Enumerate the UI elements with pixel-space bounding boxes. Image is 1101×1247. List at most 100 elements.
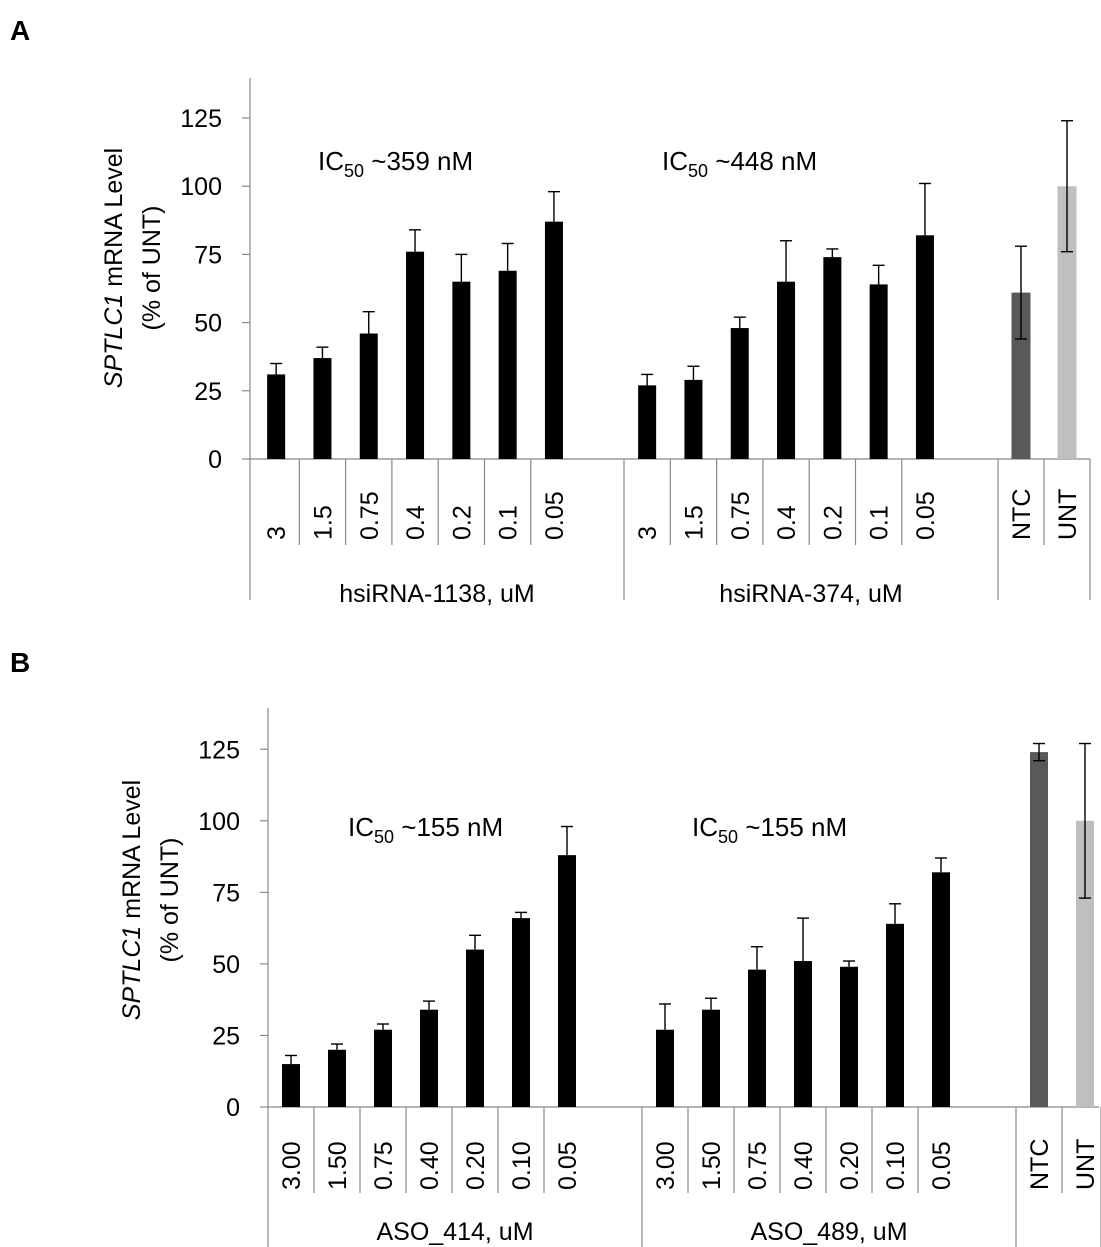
ic50-main: IC [692, 812, 718, 842]
category-label: 0.40 [416, 1141, 444, 1190]
category-label: 0.2 [448, 505, 476, 540]
category-label: 0.75 [356, 491, 384, 540]
category-label: 0.20 [462, 1141, 490, 1190]
ic50-value: ~448 nM [708, 146, 817, 176]
bar [359, 333, 378, 459]
bar [886, 923, 904, 1107]
group-label: ASO_414, uM [376, 1218, 533, 1246]
ic50-annotation: IC50 ~155 nM [692, 812, 847, 847]
bar [1030, 752, 1048, 1107]
bar [374, 1029, 392, 1107]
bar [638, 385, 657, 459]
bar [466, 949, 484, 1107]
group-label: hsiRNA-1138, uM [339, 580, 534, 608]
category-label: 1.50 [698, 1141, 726, 1190]
category-label: 0.75 [727, 491, 755, 540]
bar [915, 235, 934, 459]
category-label: 1.5 [680, 505, 708, 540]
bar [498, 270, 517, 459]
y-axis-label-italic: SPTLC1 [100, 294, 128, 388]
ic50-subscript: 50 [688, 161, 708, 181]
ic50-annotation: IC50 ~155 nM [348, 812, 503, 847]
bar [840, 966, 858, 1107]
y-axis-label: SPTLC1 mRNA Level [100, 148, 128, 388]
y-tick-label: 100 [180, 173, 222, 201]
ic50-annotation: IC50 ~448 nM [662, 146, 817, 181]
bar [512, 918, 530, 1107]
y-axis-label-rest: mRNA Level [118, 780, 146, 926]
bar [1057, 186, 1077, 459]
y-tick-label: 0 [226, 1094, 240, 1122]
y-tick-label: 100 [198, 808, 240, 836]
category-label: 1.50 [324, 1141, 352, 1190]
chart-panel-a: A 0 25 50 75 100 125 SPTLC1 mRNA Level (% of UNT… [10, 15, 1091, 608]
y-tick-label: 50 [212, 951, 240, 979]
category-label: NTC [1026, 1139, 1054, 1190]
bar [684, 379, 703, 459]
category-label: 0.1 [866, 505, 894, 540]
y-axis-label-italic: SPTLC1 [118, 926, 146, 1020]
category-label: 3.00 [652, 1141, 680, 1190]
bar [558, 855, 576, 1107]
y-tick-label: 50 [194, 310, 222, 338]
bar [730, 328, 749, 459]
y-axis-label-line2: (% of UNT) [138, 206, 166, 331]
y-tick-label: 0 [208, 446, 222, 474]
ic50-value: ~155 nM [738, 812, 847, 842]
ic50-main: IC [662, 146, 688, 176]
y-tick-label: 75 [212, 879, 240, 907]
bar [313, 358, 332, 459]
y-tick-label: 25 [212, 1022, 240, 1050]
bar [777, 281, 796, 459]
category-label: 3 [263, 526, 291, 540]
bar [932, 872, 950, 1107]
bar [748, 969, 766, 1107]
category-label: 0.05 [554, 1141, 582, 1190]
y-tick-label: 75 [194, 241, 222, 269]
category-label: 0.2 [819, 505, 847, 540]
category-label: 0.1 [495, 505, 523, 540]
category-label: 0.20 [836, 1141, 864, 1190]
bar [794, 961, 812, 1107]
bar [267, 374, 286, 459]
bar [282, 1064, 300, 1107]
category-label: 1.5 [309, 505, 337, 540]
y-axis-label: SPTLC1 mRNA Level [118, 780, 146, 1020]
category-label: 0.05 [541, 491, 569, 540]
bar [1011, 292, 1031, 459]
ic50-value: ~155 nM [394, 812, 503, 842]
bar [702, 1009, 720, 1107]
category-label: UNT [1054, 489, 1082, 540]
y-axis-label-rest: mRNA Level [100, 148, 128, 294]
category-label: 3 [634, 526, 662, 540]
category-label: 0.75 [744, 1141, 772, 1190]
bar [823, 257, 842, 459]
category-label: 0.4 [402, 505, 430, 540]
group-label: hsiRNA-374, uM [719, 580, 902, 608]
bar [656, 1029, 674, 1107]
category-label: 0.4 [773, 505, 801, 540]
category-label: NTC [1008, 489, 1036, 540]
ic50-main: IC [348, 812, 374, 842]
category-label: 0.10 [882, 1141, 910, 1190]
bar [452, 281, 471, 459]
category-label: 0.05 [912, 491, 940, 540]
category-label: 0.10 [508, 1141, 536, 1190]
chart-panel-b: B 0 25 50 75 100 125 SPTLC1 mRNA Level (% of UNT… [10, 647, 1101, 1247]
ic50-main: IC [318, 146, 344, 176]
y-tick-label: 125 [198, 736, 240, 764]
category-label: 3.00 [278, 1141, 306, 1190]
category-label: 0.75 [370, 1141, 398, 1190]
ic50-subscript: 50 [344, 161, 364, 181]
y-axis-label-line2: (% of UNT) [156, 838, 184, 963]
ic50-value: ~359 nM [364, 146, 473, 176]
bar [1076, 820, 1094, 1107]
y-tick-label: 125 [180, 105, 222, 133]
ic50-annotation: IC50 ~359 nM [318, 146, 473, 181]
group-label: ASO_489, uM [750, 1218, 907, 1246]
bar [869, 284, 888, 459]
bar [406, 251, 425, 459]
category-label: 0.40 [790, 1141, 818, 1190]
ic50-subscript: 50 [718, 827, 738, 847]
